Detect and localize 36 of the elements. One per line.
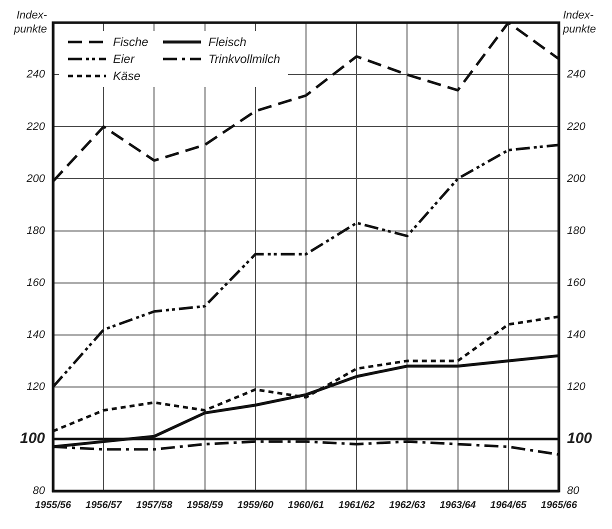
legend-label: Trinkvollmilch [208,52,280,66]
y2-tick-label: 240 [566,68,586,81]
y-axis-title: Index-punkte [12,10,48,36]
x-tick-label: 1958/59 [186,500,224,511]
y2-tick-label: 200 [566,172,586,185]
x-tick-label: 1962/63 [389,500,426,511]
y2-tick-label: 220 [566,120,586,133]
legend-label: Käse [113,68,140,83]
y-tick-label: 100 [20,430,46,448]
x-tick-label: 1959/60 [237,500,274,511]
y-tick-label: 200 [26,172,46,185]
legend-label: Fleisch [208,34,246,49]
legend-label: Eier [113,52,134,66]
y-tick-label: 80 [32,485,46,498]
y-tick-label: 240 [26,68,46,81]
x-tick-label: 1955/56 [34,500,72,511]
y2-tick-label: 180 [566,224,586,237]
x-tick-label: 1956/57 [86,500,122,511]
x-tick-label: 1963/64 [440,500,476,511]
x-tick-label: 1964/65 [490,500,527,511]
y2-tick-label: 80 [566,485,580,498]
y-tick-label: 120 [26,380,46,393]
legend-label: Fische [113,34,148,49]
y2-tick-label: 100 [566,430,593,448]
y2-tick-label: 160 [566,276,586,289]
y2-tick-label: 120 [566,380,586,393]
x-tick-label: 1957/58 [136,500,173,511]
y-tick-label: 180 [26,224,46,237]
y2-tick-label: 140 [566,328,586,341]
x-tick-label: 1961/62 [338,500,376,511]
x-tick-label: 1960/61 [288,500,325,511]
y2-axis-title: Index-punkte [562,10,596,36]
y-tick-label: 140 [26,328,46,341]
x-tick-label: 1965/66 [540,500,578,511]
y-tick-label: 220 [26,120,46,133]
y-tick-label: 160 [26,276,46,289]
